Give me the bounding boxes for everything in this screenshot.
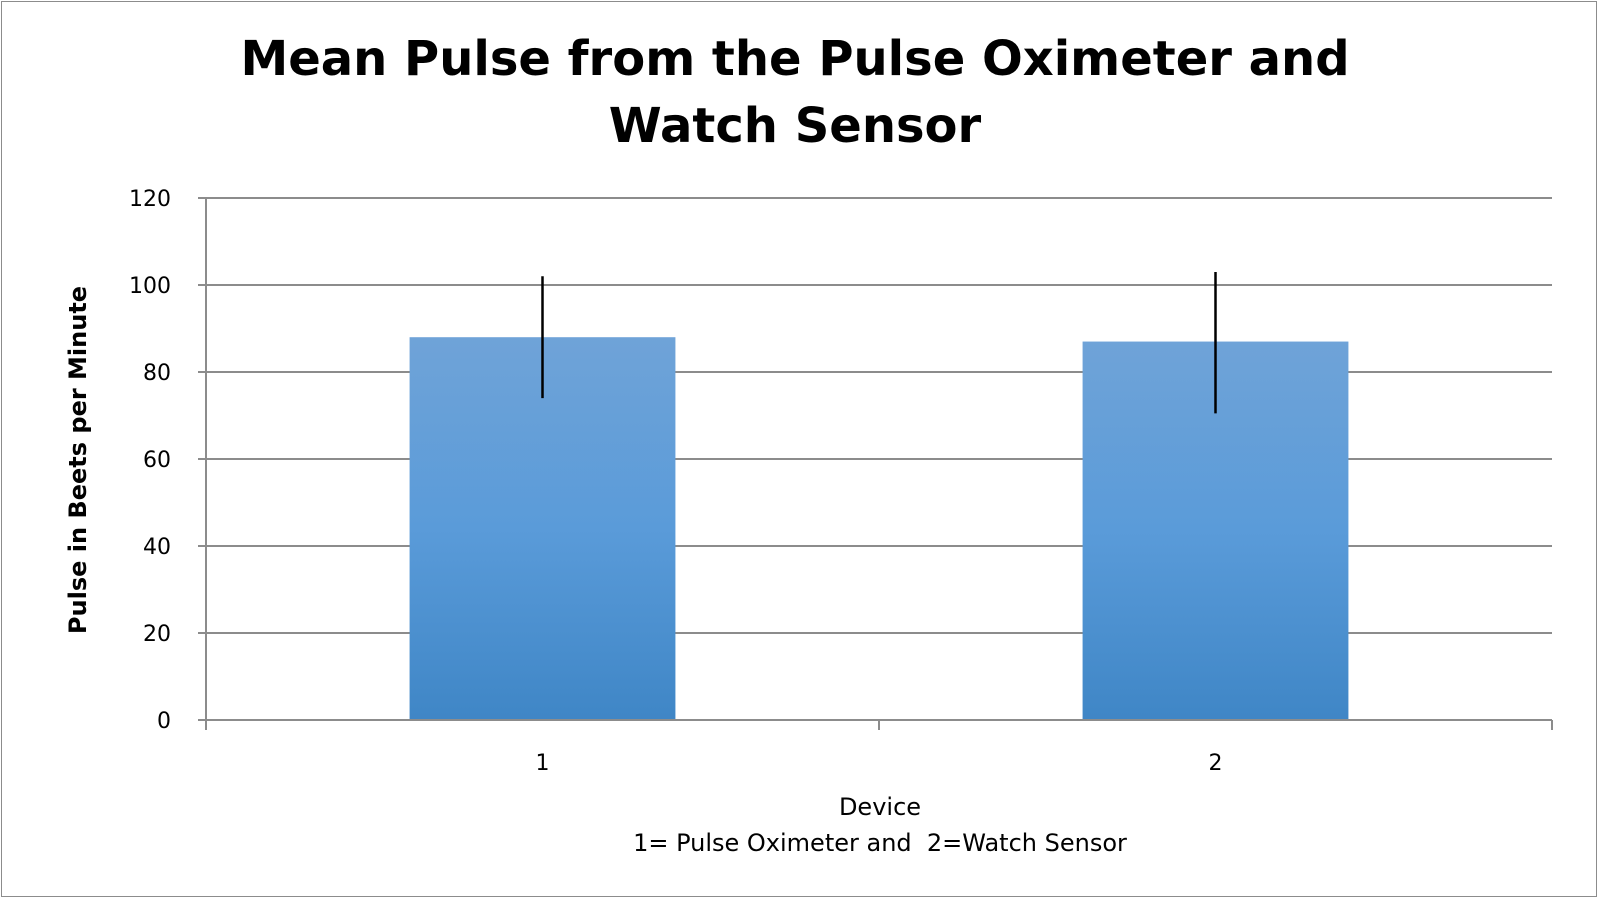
y-tick-label: 120: [129, 187, 171, 212]
error-bars: [541, 271, 1217, 414]
bar-1: [409, 337, 676, 720]
gridlines: [206, 197, 1552, 634]
y-tick-label: 60: [143, 448, 171, 473]
y-tick-label: 100: [129, 274, 171, 299]
y-axis-title: Pulse in Beets per Minute: [64, 286, 92, 634]
y-tick-label: 20: [143, 622, 171, 647]
chart-title-line-1: Mean Pulse from the Pulse Oximeter and: [240, 31, 1349, 87]
x-tick-label: 2: [1209, 751, 1223, 776]
axes: [205, 198, 1553, 730]
y-axis-ticks: 0 20 40 60 80 100 120: [129, 187, 206, 734]
bars: [409, 337, 1349, 720]
x-axis-note: 1= Pulse Oximeter and 2=Watch Sensor: [633, 829, 1127, 857]
x-axis-title: Device: [839, 793, 921, 821]
y-tick-label: 0: [157, 709, 171, 734]
y-tick-label: 40: [143, 535, 171, 560]
y-tick-label: 80: [143, 361, 171, 386]
x-tick-label: 1: [536, 751, 550, 776]
chart-title-line-2: Watch Sensor: [609, 98, 982, 154]
